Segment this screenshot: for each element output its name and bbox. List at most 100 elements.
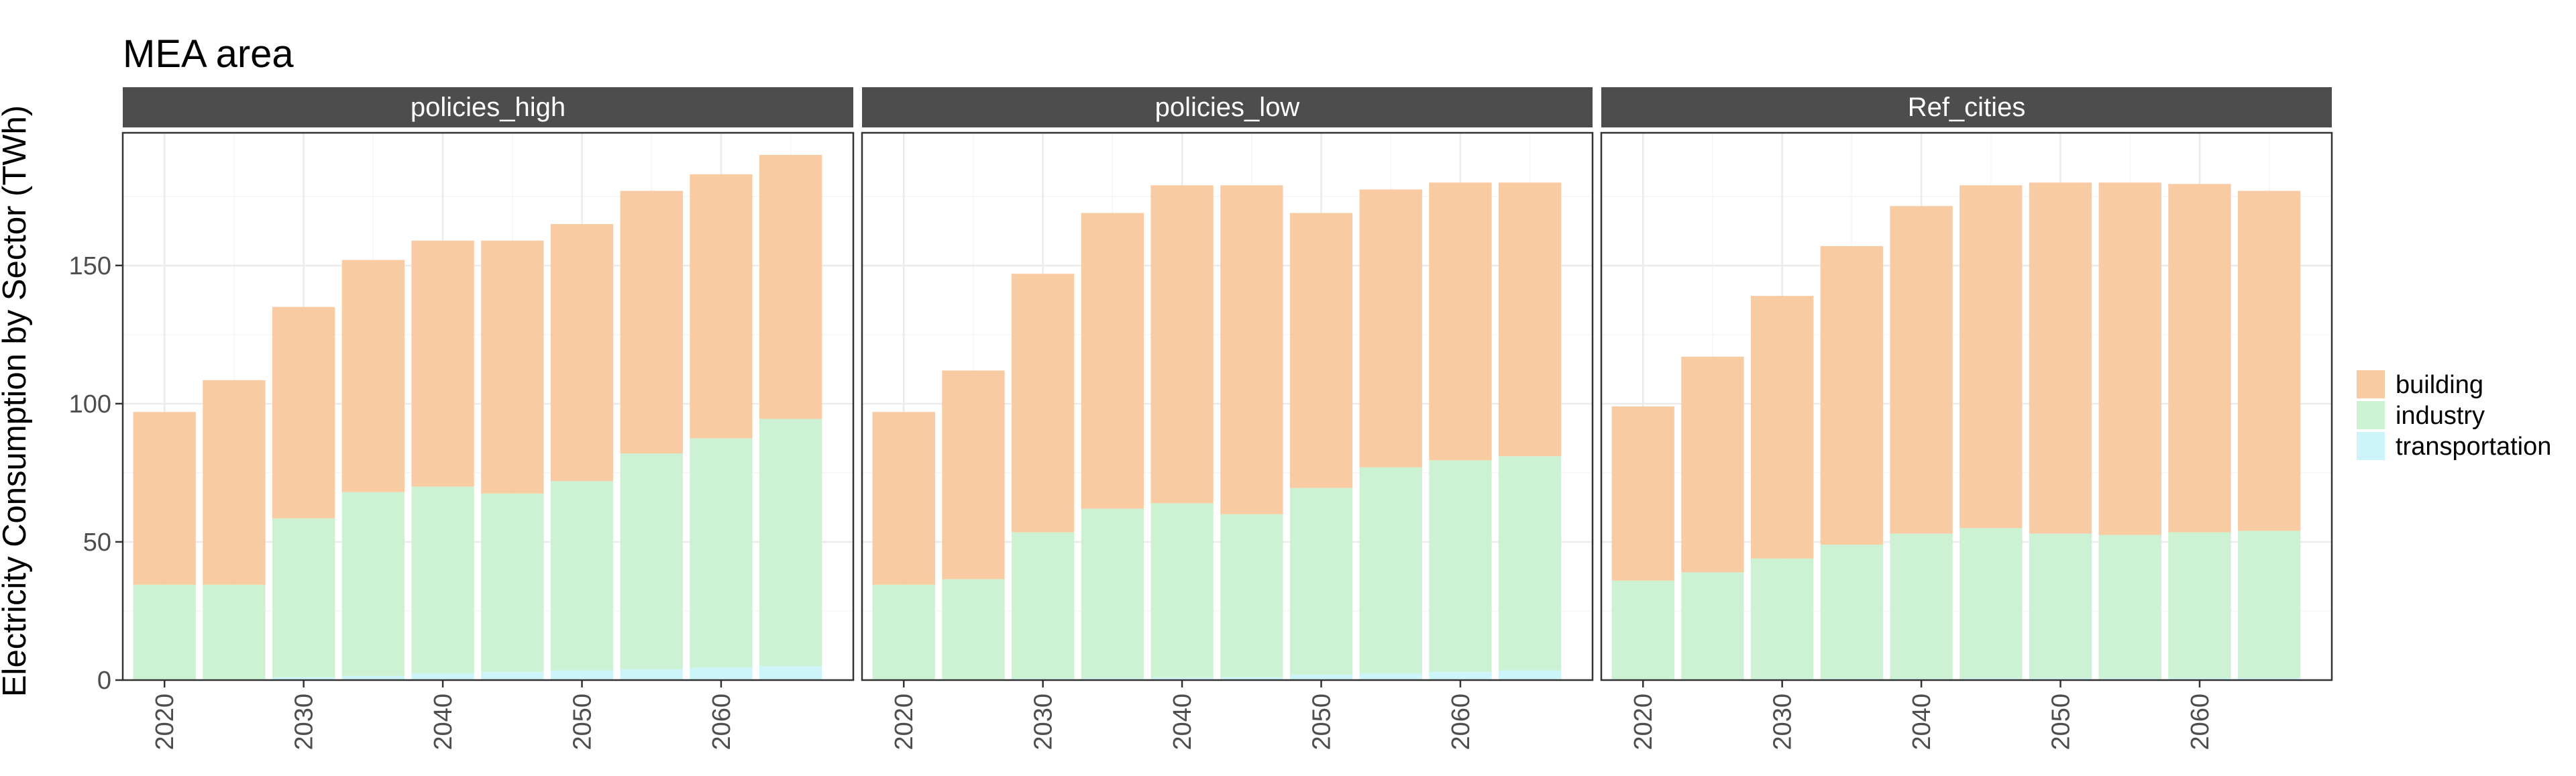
bar-industry [481, 493, 544, 672]
x-tick-label: 2060 [2186, 694, 2214, 751]
bar-industry [2237, 531, 2301, 679]
bar-industry [1890, 533, 1953, 679]
bar-industry [1011, 532, 1075, 679]
bar-industry [1750, 558, 1814, 679]
legend-key-transportation [2357, 432, 2385, 460]
bar-transportation [1150, 677, 1214, 680]
bar-building [942, 370, 1005, 579]
facet-label: policies_low [1155, 93, 1300, 122]
x-tick-label: 2020 [1629, 694, 1658, 751]
x-tick-label: 2040 [1908, 694, 1936, 751]
legend-label-industry: industry [2396, 402, 2485, 430]
bar-industry [203, 584, 266, 679]
bar-building [1960, 185, 2023, 529]
facet-strip [123, 87, 853, 127]
bar-building [872, 412, 935, 585]
bar-building [411, 240, 474, 487]
bar-building [1011, 274, 1075, 533]
bar-building [550, 224, 614, 482]
bar-industry [1960, 528, 2023, 679]
bar-industry [1359, 467, 1422, 673]
facet-label: Ref_cities [1908, 93, 2026, 122]
bar-industry [133, 584, 196, 680]
bar-building [272, 307, 335, 518]
x-tick-label: 2050 [569, 694, 597, 751]
bar-industry [272, 518, 335, 677]
bar-building [1681, 356, 1744, 573]
bar-building [2098, 182, 2161, 535]
bar-building [1289, 213, 1353, 488]
bar-building [2029, 182, 2092, 534]
bar-industry [1498, 456, 1562, 671]
bar-building [1429, 182, 1492, 461]
bar-building [2237, 190, 2301, 531]
bar-transportation [620, 669, 683, 680]
bar-building [759, 154, 822, 419]
bar-industry [942, 579, 1005, 679]
bar-building [1750, 296, 1814, 559]
facet-label: policies_high [411, 93, 566, 122]
bar-building [690, 174, 753, 439]
bar-building [133, 412, 196, 585]
bar-building [1890, 206, 1953, 534]
y-axis-label: Electricity Consumption by Sector (TWh) [0, 105, 33, 697]
x-tick-label: 2040 [1169, 694, 1197, 751]
x-tick-label: 2030 [290, 694, 319, 751]
bar-industry [2029, 533, 2092, 679]
bar-building [1081, 213, 1144, 509]
bar-transportation [2168, 678, 2231, 680]
bar-industry [620, 453, 683, 669]
y-tick-label: 50 [83, 529, 111, 557]
bar-industry [690, 438, 753, 668]
chart-title: MEA area [123, 32, 294, 76]
bar-industry [1820, 545, 1884, 679]
bar-building [1220, 185, 1283, 514]
panel-border [121, 131, 855, 681]
bar-building [1611, 406, 1674, 581]
legend-key-building [2357, 370, 2385, 398]
x-tick-label: 2050 [2047, 694, 2076, 751]
bar-industry [872, 584, 935, 680]
bar-transportation [1359, 673, 1422, 680]
bar-transportation [690, 667, 753, 680]
legend-label-building: building [2396, 371, 2483, 399]
bar-transportation [1289, 674, 1353, 680]
facet-strip [1601, 87, 2332, 127]
bar-transportation [550, 670, 614, 680]
bar-transportation [272, 677, 335, 680]
bar-industry [1611, 580, 1674, 680]
panel-border [861, 131, 1594, 681]
bar-transportation [1429, 671, 1492, 680]
bar-building [341, 260, 405, 492]
bar-building [1150, 185, 1214, 504]
bar-industry [2168, 532, 2231, 679]
x-tick-label: 2040 [429, 694, 458, 751]
y-tick-label: 0 [97, 667, 111, 695]
bar-industry [1681, 572, 1744, 679]
x-tick-label: 2020 [890, 694, 918, 751]
legend-label-transportation: transportation [2396, 433, 2551, 461]
panel-border [1600, 131, 2333, 681]
bar-industry [1429, 460, 1492, 672]
bar-industry [1289, 488, 1353, 675]
bar-transportation [481, 671, 544, 680]
bar-industry [2098, 535, 2161, 679]
bar-transportation [1220, 677, 1283, 680]
facet-strip [862, 87, 1593, 127]
bar-building [203, 380, 266, 585]
bar-industry [550, 481, 614, 671]
bar-industry [759, 419, 822, 667]
bar-building [481, 240, 544, 494]
bar-transportation [411, 673, 474, 680]
bar-transportation [759, 666, 822, 680]
bar-transportation [2237, 678, 2301, 680]
bar-industry [341, 492, 405, 676]
bar-transportation [341, 675, 405, 680]
bar-building [1359, 189, 1422, 467]
bar-building [2168, 184, 2231, 533]
x-tick-label: 2050 [1308, 694, 1336, 751]
bar-building [620, 190, 683, 454]
legend-key-industry [2357, 401, 2385, 429]
